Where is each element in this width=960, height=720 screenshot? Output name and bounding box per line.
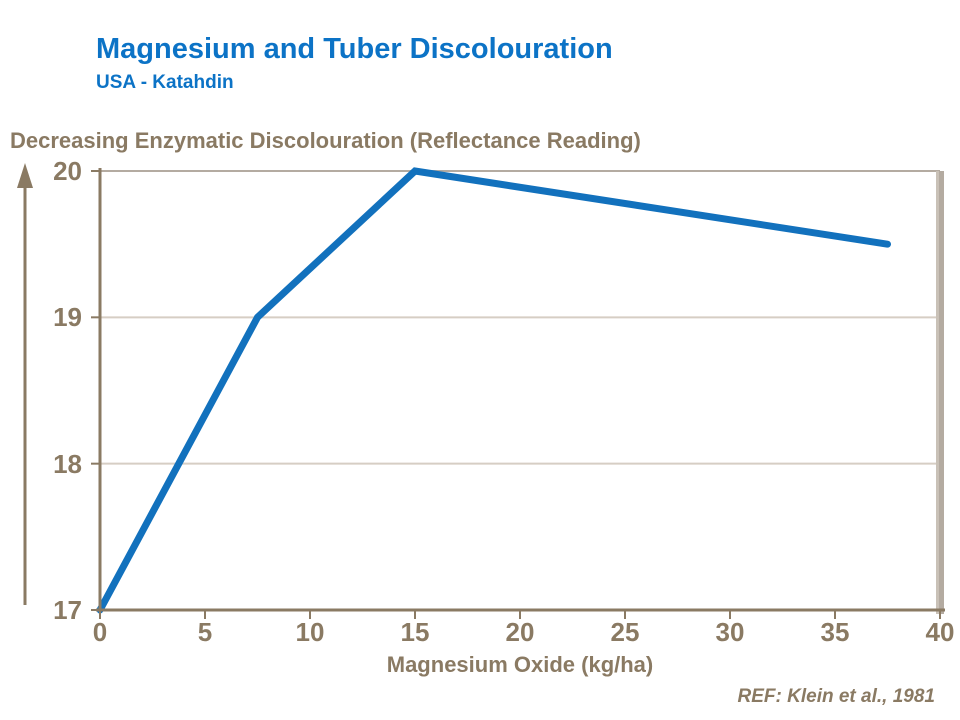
- x-axis-title: Magnesium Oxide (kg/ha): [386, 652, 654, 677]
- y-tick-label: 19: [53, 302, 82, 333]
- y-tick-label: 20: [53, 156, 82, 186]
- y-tick-label: 17: [53, 595, 82, 625]
- x-tick-label: 15: [400, 617, 430, 647]
- plot-right-frame: [936, 171, 939, 614]
- page-title: Magnesium and Tuber Discolouration: [96, 33, 613, 65]
- x-tick-label: 25: [610, 617, 640, 647]
- x-tick-label: 20: [505, 617, 535, 647]
- plot-right-frame-shadow: [939, 171, 944, 614]
- y-axis-arrow-head-icon: [17, 163, 33, 188]
- x-tick-label: 40: [925, 617, 955, 647]
- x-tick-label: 5: [197, 617, 213, 647]
- reference-citation: REF: Klein et al., 1981: [737, 686, 935, 707]
- y-axis-title: Decreasing Enzymatic Discolouration (Ref…: [10, 128, 641, 153]
- y-tick-label: 18: [53, 448, 82, 479]
- x-tick-label: 0: [92, 617, 108, 647]
- x-tick-label: 35: [820, 617, 850, 647]
- x-tick-label: 10: [295, 617, 325, 647]
- data-line-series: [96, 167, 891, 614]
- page-subtitle: USA - Katahdin: [96, 72, 234, 93]
- x-tick-label: 30: [715, 617, 745, 647]
